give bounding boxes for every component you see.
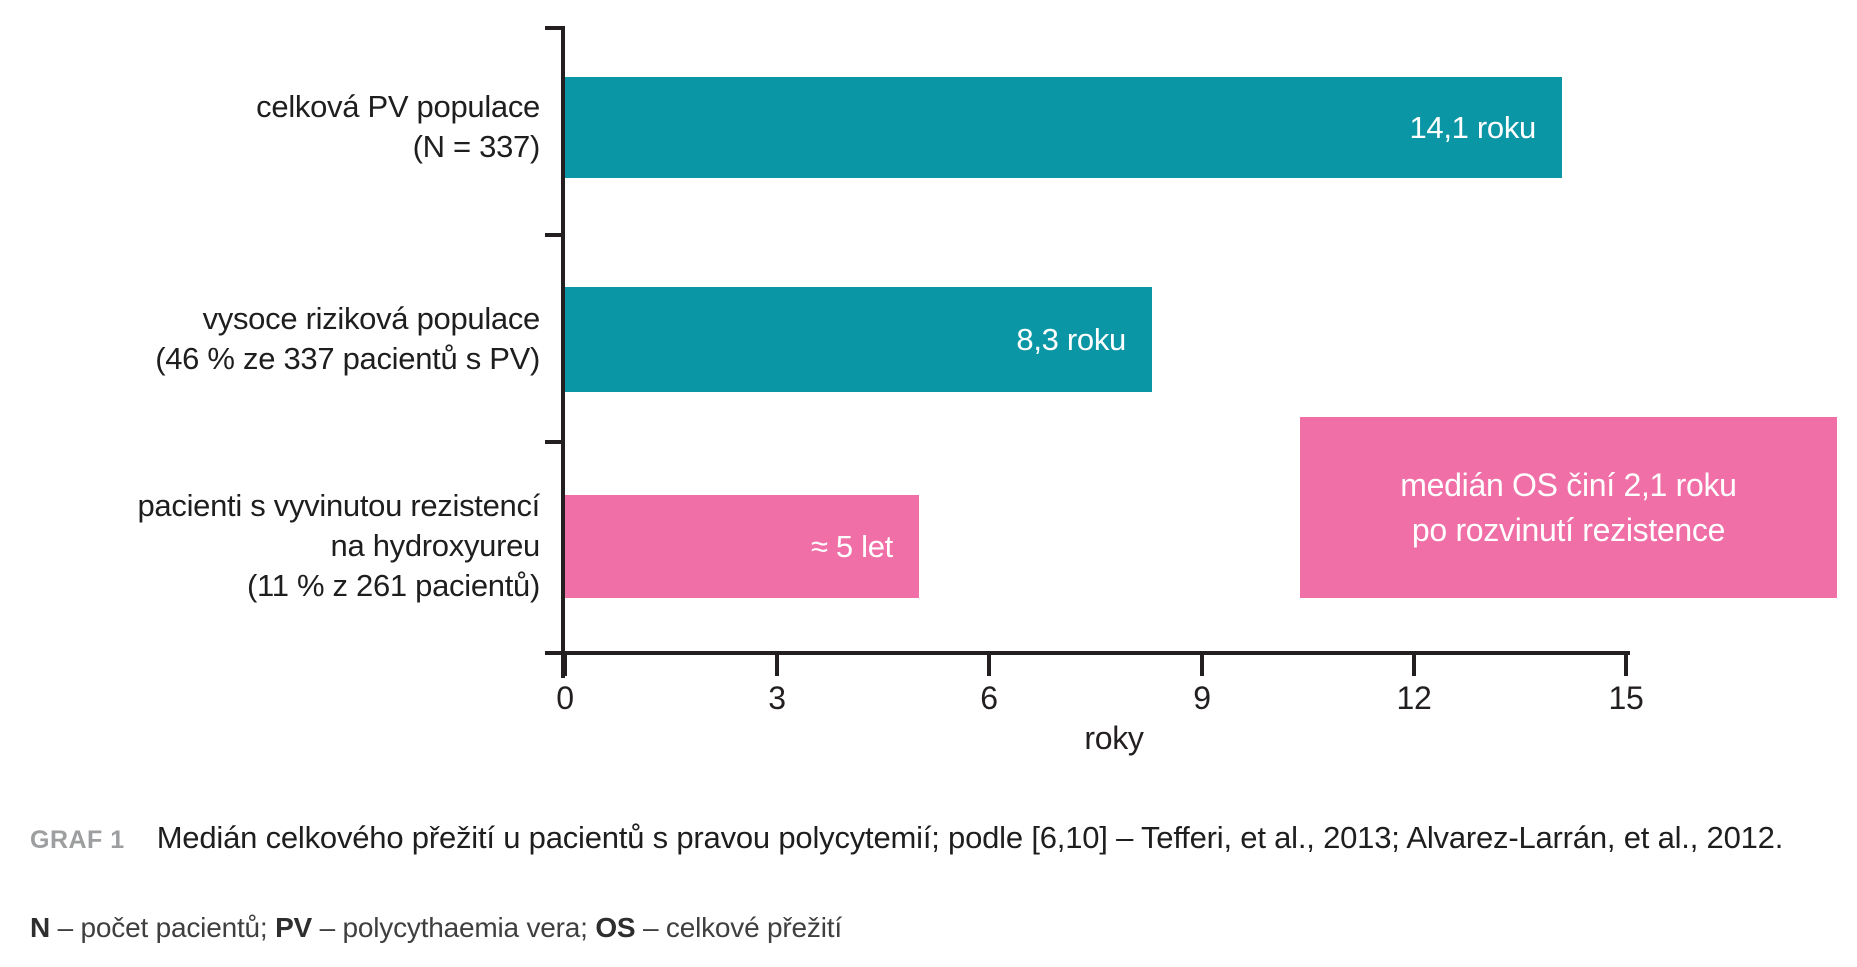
caption-tag: GRAF 1 xyxy=(30,826,125,854)
caption-text: Medián celkového přežití u pacientů s pr… xyxy=(156,820,1784,855)
x-axis-tick-label: 12 xyxy=(1396,680,1432,716)
y-axis-line xyxy=(561,26,565,678)
bar-value-label: 14,1 roku xyxy=(1409,109,1536,145)
figure-caption: GRAF 1 Medián celkového přežití u pacient… xyxy=(30,816,1830,862)
footnote-abbr: OS xyxy=(595,912,636,943)
x-axis-tick-label: 3 xyxy=(768,680,786,716)
annotation-text: medián OS činí 2,1 roku po rozvinutí rez… xyxy=(1400,463,1737,553)
footnote-text: – polycythaemia vera; xyxy=(312,912,596,943)
footnote-text: – celkové přežití xyxy=(635,912,842,943)
category-label-line: na hydroxyureu xyxy=(330,528,541,563)
footnote: N – počet pacientů; PV – polycythaemia v… xyxy=(30,912,842,944)
y-axis-tick xyxy=(545,440,565,444)
footnote-abbr: PV xyxy=(275,912,313,943)
bar-total-pv-population: 14,1 roku xyxy=(565,77,1562,178)
x-axis-label: roky xyxy=(1084,720,1144,756)
x-axis-tick-label: 6 xyxy=(980,680,998,716)
annotation-line: po rozvinutí rezistence xyxy=(1411,511,1726,548)
y-axis-tick xyxy=(545,233,565,237)
x-axis-tick xyxy=(775,655,779,676)
category-label-line: vysoce riziková populace xyxy=(202,301,541,336)
annotation-line: medián OS činí 2,1 roku xyxy=(1400,466,1737,503)
x-axis-tick-label: 0 xyxy=(556,680,574,716)
category-label-high-risk: vysoce riziková populace (46 % ze 337 pa… xyxy=(155,299,540,379)
category-label-hu-resistant: pacienti s vyvinutou rezistencí na hydro… xyxy=(137,486,540,606)
category-label-line: (N = 337) xyxy=(412,129,541,164)
annotation-box: medián OS činí 2,1 roku po rozvinutí rez… xyxy=(1300,417,1837,598)
category-label-line: (11 % z 261 pacientů) xyxy=(247,568,540,603)
footnote-abbr: N xyxy=(30,912,51,943)
bar-hu-resistant-patients: ≈ 5 let xyxy=(565,495,919,598)
category-label-total-pv: celková PV populace (N = 337) xyxy=(256,87,540,167)
x-axis-tick xyxy=(987,655,991,676)
x-axis-line xyxy=(545,651,1630,655)
bar-high-risk-population: 8,3 roku xyxy=(565,287,1152,392)
footnote-text: – počet pacientů; xyxy=(50,912,276,943)
x-axis-tick-label: 15 xyxy=(1608,680,1644,716)
category-label-line: pacienti s vyvinutou rezistencí xyxy=(137,488,540,523)
x-axis-tick xyxy=(1200,655,1204,676)
x-axis-tick xyxy=(1624,655,1628,676)
category-label-line: celková PV populace xyxy=(256,89,540,124)
x-axis-tick xyxy=(1412,655,1416,676)
category-label-line: (46 % ze 337 pacientů s PV) xyxy=(155,341,540,376)
bar-value-label: 8,3 roku xyxy=(1016,321,1126,357)
x-axis-tick xyxy=(563,655,567,676)
y-axis-tick xyxy=(545,26,565,30)
bar-value-label: ≈ 5 let xyxy=(810,528,893,564)
x-axis-tick-label: 9 xyxy=(1193,680,1211,716)
